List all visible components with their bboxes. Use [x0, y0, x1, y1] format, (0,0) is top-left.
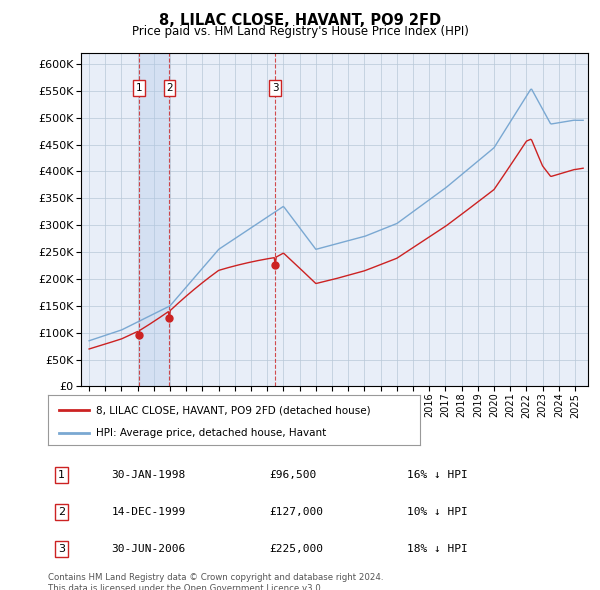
Text: 2: 2 — [166, 83, 173, 93]
Text: HPI: Average price, detached house, Havant: HPI: Average price, detached house, Hava… — [97, 428, 326, 438]
Text: Contains HM Land Registry data © Crown copyright and database right 2024.
This d: Contains HM Land Registry data © Crown c… — [48, 573, 383, 590]
Text: 1: 1 — [58, 470, 65, 480]
Text: 10% ↓ HPI: 10% ↓ HPI — [407, 507, 468, 517]
Text: £96,500: £96,500 — [270, 470, 317, 480]
Text: 2: 2 — [58, 507, 65, 517]
Text: 30-JAN-1998: 30-JAN-1998 — [112, 470, 185, 480]
Text: 18% ↓ HPI: 18% ↓ HPI — [407, 543, 468, 553]
Text: 14-DEC-1999: 14-DEC-1999 — [112, 507, 185, 517]
Text: Price paid vs. HM Land Registry's House Price Index (HPI): Price paid vs. HM Land Registry's House … — [131, 25, 469, 38]
Text: £225,000: £225,000 — [270, 543, 324, 553]
Text: 8, LILAC CLOSE, HAVANT, PO9 2FD (detached house): 8, LILAC CLOSE, HAVANT, PO9 2FD (detache… — [97, 405, 371, 415]
Text: £127,000: £127,000 — [270, 507, 324, 517]
Bar — [139, 53, 169, 386]
Text: 3: 3 — [272, 83, 278, 93]
Text: 3: 3 — [58, 543, 65, 553]
Text: 30-JUN-2006: 30-JUN-2006 — [112, 543, 185, 553]
Text: 16% ↓ HPI: 16% ↓ HPI — [407, 470, 468, 480]
Text: 8, LILAC CLOSE, HAVANT, PO9 2FD: 8, LILAC CLOSE, HAVANT, PO9 2FD — [159, 13, 441, 28]
Text: 1: 1 — [136, 83, 142, 93]
